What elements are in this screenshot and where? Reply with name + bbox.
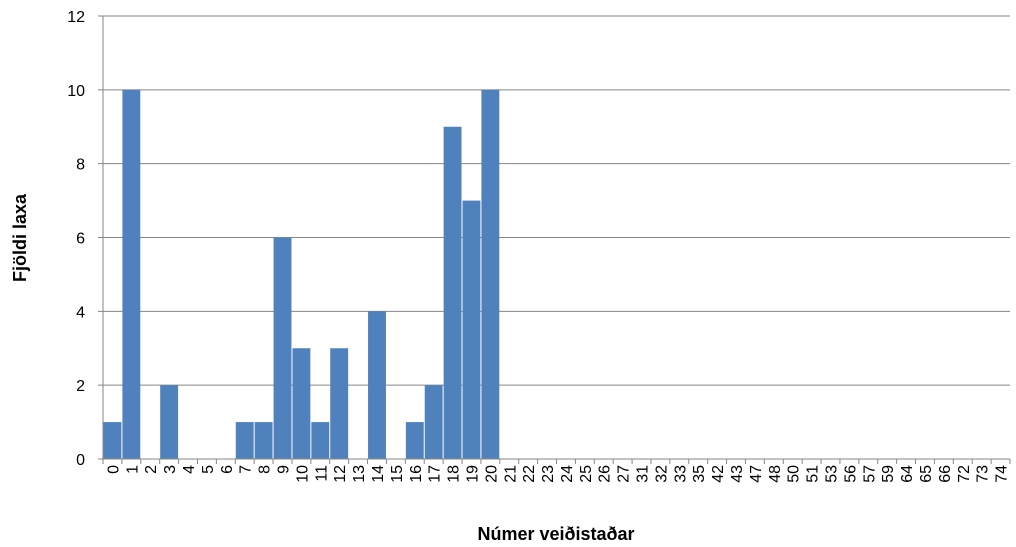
x-tick-label: 10 — [294, 465, 311, 483]
x-tick-label: 42 — [710, 465, 727, 483]
bar — [443, 126, 462, 459]
x-tick-label: 11 — [313, 465, 330, 482]
x-tick-label: 19 — [464, 465, 481, 483]
x-tick-label: 74 — [994, 465, 1011, 483]
x-tick-label: 15 — [389, 465, 406, 483]
bar — [424, 385, 443, 459]
x-tick-label: 20 — [483, 465, 500, 483]
y-tick-label: 6 — [76, 231, 85, 248]
x-tick-label: 66 — [937, 465, 954, 483]
y-tick-label: 2 — [76, 378, 85, 395]
x-tick-label: 64 — [899, 465, 916, 483]
bar — [235, 422, 254, 459]
x-tick-label: 7 — [238, 465, 255, 474]
x-tick-label: 3 — [162, 465, 179, 474]
x-tick-label: 5 — [200, 465, 217, 474]
y-axis-title: Fjöldi laxa — [10, 193, 30, 282]
y-tick-label: 0 — [76, 452, 85, 469]
bar — [368, 311, 386, 459]
x-tick-label: 73 — [975, 465, 992, 483]
x-tick-label: 24 — [559, 465, 576, 483]
bar — [292, 348, 311, 459]
y-tick-label: 8 — [76, 157, 85, 174]
x-tick-label: 51 — [805, 465, 822, 483]
x-tick-label: 57 — [861, 465, 878, 483]
x-tick-label: 8 — [257, 465, 274, 474]
x-tick-label: 13 — [351, 465, 368, 483]
x-tick-label: 43 — [729, 465, 746, 483]
y-tick-label: 4 — [76, 304, 85, 321]
bar — [160, 385, 179, 459]
x-tick-label: 53 — [823, 465, 840, 483]
x-tick-label: 21 — [502, 465, 519, 483]
bar — [405, 422, 424, 459]
x-tick-label: 56 — [842, 465, 859, 483]
x-tick-label: 35 — [691, 465, 708, 483]
x-tick-label: 17 — [427, 465, 444, 483]
x-tick-label: 59 — [880, 465, 897, 483]
x-axis-title: Númer veiðistaðar — [477, 524, 634, 544]
x-tick-label: 14 — [370, 465, 387, 483]
x-tick-label: 65 — [918, 465, 935, 483]
x-tick-label: 26 — [597, 465, 614, 483]
x-tick-label: 1 — [124, 465, 141, 474]
x-tick-label: 47 — [748, 465, 765, 483]
x-tick-label: 50 — [786, 465, 803, 483]
x-tick-label: 9 — [276, 465, 293, 474]
x-tick-label: 72 — [956, 465, 973, 483]
x-tick-label: 48 — [767, 465, 784, 483]
bar — [254, 422, 273, 459]
x-tick-label: 6 — [219, 465, 236, 474]
x-tick-label: 25 — [578, 465, 595, 483]
bar — [273, 237, 292, 459]
x-tick-label: 4 — [181, 465, 198, 474]
bar — [311, 422, 330, 459]
bar — [103, 422, 122, 459]
x-tick-label: 27 — [616, 465, 633, 483]
x-tick-label: 2 — [143, 465, 160, 474]
bar — [462, 200, 481, 460]
bar — [481, 89, 500, 459]
x-tick-label: 33 — [672, 465, 689, 483]
y-tick-label: 10 — [67, 83, 85, 100]
x-tick-label: 16 — [408, 465, 425, 483]
x-tick-label: 18 — [446, 465, 463, 483]
x-tick-label: 0 — [105, 465, 122, 474]
x-tick-label: 32 — [653, 465, 670, 483]
x-tick-label: 12 — [332, 465, 349, 483]
bar — [330, 348, 349, 459]
x-tick-label: 31 — [635, 465, 652, 483]
bar — [122, 89, 141, 459]
x-tick-label: 22 — [521, 465, 538, 483]
y-tick-label: 12 — [67, 9, 85, 26]
x-tick-label: 23 — [540, 465, 557, 483]
